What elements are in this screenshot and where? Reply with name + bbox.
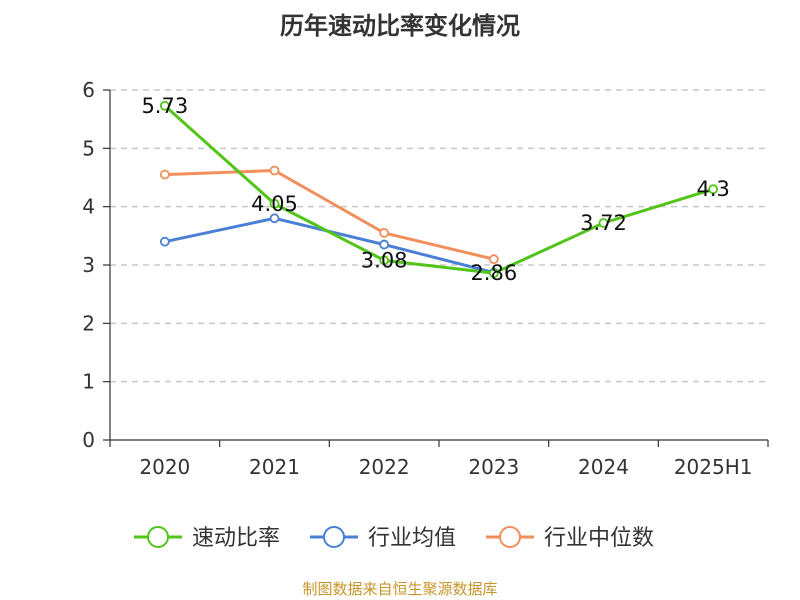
legend-swatch-marker (147, 526, 169, 548)
data-label: 4.3 (696, 177, 729, 201)
legend-swatch-marker (323, 526, 345, 548)
y-tick-label: 0 (82, 428, 95, 452)
x-tick-label: 2023 (468, 455, 519, 479)
data-label: 4.05 (251, 192, 298, 216)
legend-label: 速动比率 (192, 526, 280, 551)
source-note: 制图数据来自恒生聚源数据库 (302, 580, 498, 598)
data-point (159, 100, 170, 111)
data-label: 5.73 (141, 94, 188, 118)
axes: 0 1 2 3 4 5 6 2020 2021 2022 2023 2024 2025H1 (82, 78, 769, 479)
legend-item[interactable]: 行业均值 (310, 526, 456, 551)
data-point (379, 255, 390, 266)
data-point (269, 213, 280, 224)
grid-lines (110, 89, 768, 383)
legend-label: 行业均值 (368, 526, 456, 551)
data-point (379, 239, 390, 250)
x-tick-label: 2021 (249, 455, 300, 479)
data-point (708, 184, 719, 195)
series-line (164, 169, 495, 261)
y-tick-label: 3 (82, 253, 95, 277)
y-tick-label: 4 (82, 195, 95, 219)
data-point (269, 198, 280, 209)
x-tick-label: 2025H1 (674, 455, 753, 479)
y-tick-label: 1 (82, 370, 95, 394)
y-tick-label: 2 (82, 311, 95, 335)
legend-item[interactable]: 行业中位数 (486, 526, 654, 551)
x-tick-label: 2020 (139, 455, 190, 479)
x-tick-label: 2022 (359, 455, 410, 479)
legend[interactable]: 速动比率 行业均值 行业中位数 (134, 526, 654, 551)
chart-title: 历年速动比率变化情况 (280, 12, 520, 40)
data-point (598, 218, 609, 228)
data-point (159, 236, 170, 247)
data-labels: 5.73 4.05 3.08 2.86 3.72 4.3 (141, 94, 729, 285)
data-point (488, 268, 499, 279)
data-label: 3.72 (580, 211, 627, 235)
data-point (379, 228, 390, 238)
data-label: 3.08 (361, 248, 408, 272)
series-line (163, 104, 714, 275)
data-label: 2.86 (470, 261, 517, 285)
series-lines (159, 100, 719, 279)
legend-swatch-marker (499, 526, 521, 548)
legend-item[interactable]: 速动比率 (134, 526, 280, 551)
y-tick-label: 6 (82, 78, 95, 102)
x-tick-label: 2024 (578, 455, 629, 479)
data-point (488, 254, 499, 265)
data-point (159, 169, 170, 180)
data-point (269, 165, 280, 176)
y-tick-label: 5 (82, 136, 95, 160)
legend-label: 行业中位数 (544, 526, 654, 551)
